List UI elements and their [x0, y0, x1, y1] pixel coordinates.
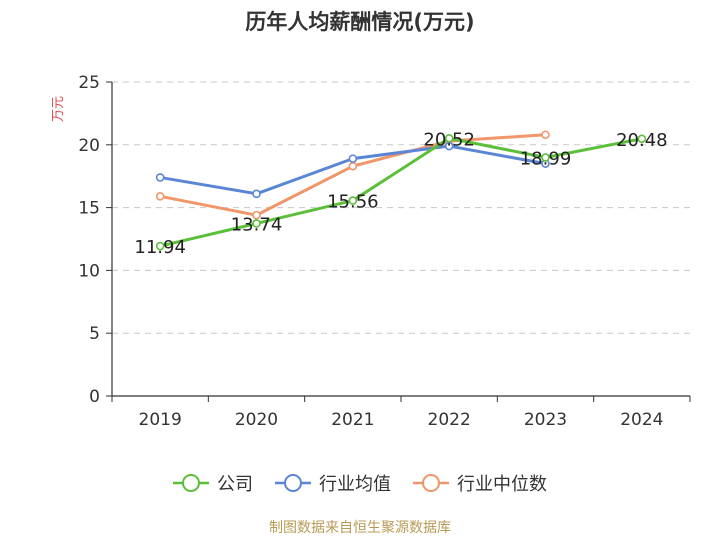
legend[interactable]: 公司 行业均值 行业中位数: [173, 474, 547, 495]
y-tick-label-5: 5: [89, 324, 100, 344]
legend-item-2[interactable]: 行业中位数: [413, 474, 547, 495]
point-0-2022[interactable]: [444, 133, 454, 143]
x-tick-label-2020: 2020: [235, 410, 278, 430]
y-tick-label-10: 10: [78, 261, 100, 281]
data-label-0-2023: 18.99: [520, 148, 572, 169]
point-0-2019[interactable]: [155, 241, 165, 251]
legend-label-1: 行业均值: [319, 474, 391, 495]
x-tick-label-2023: 2023: [524, 410, 567, 430]
point-0-2024[interactable]: [637, 134, 647, 144]
y-tick-label-15: 15: [78, 199, 100, 219]
y-tick-label-0: 0: [89, 387, 100, 407]
y-tick-label-25: 25: [78, 73, 100, 93]
point-0-2021[interactable]: [348, 196, 358, 205]
point-0-2020[interactable]: [252, 219, 261, 228]
y-axis-unit: 万元: [51, 96, 66, 122]
point-2-2023[interactable]: [541, 130, 550, 140]
legend-swatch-marker-2: [422, 474, 440, 492]
legend-label-0: 公司: [217, 474, 253, 495]
series-line-0: [158, 136, 644, 248]
data-label-0-2022: 20.52: [423, 129, 475, 150]
point-2-2021[interactable]: [348, 161, 358, 171]
point-1-2020[interactable]: [252, 189, 261, 199]
data-labels: 11.94 13.74 15.56 20.52 18.99 20.48: [134, 129, 667, 258]
data-source-note: 制图数据来自恒生聚源数据库: [269, 520, 451, 536]
point-1-2019[interactable]: [155, 173, 165, 182]
legend-swatch-marker-0: [182, 474, 200, 492]
point-1-2021[interactable]: [348, 154, 358, 163]
data-label-0-2021: 15.56: [327, 192, 379, 213]
x-tick-label-2021: 2021: [331, 410, 374, 430]
grid-lines: [112, 81, 690, 334]
point-0-2023[interactable]: [541, 153, 550, 162]
legend-item-1[interactable]: 行业均值: [275, 474, 391, 495]
data-label-0-2019: 11.94: [134, 237, 186, 258]
legend-item-0[interactable]: 公司: [173, 474, 253, 495]
point-2-2019[interactable]: [155, 191, 165, 201]
axes: 0 5 10 15 20 25 2019 2020 2021 2022 2023 2024: [78, 73, 691, 430]
series-layer: [155, 130, 647, 251]
data-label-0-2020: 13.74: [231, 214, 283, 235]
x-tick-label-2024: 2024: [620, 410, 663, 430]
legend-label-2: 行业中位数: [457, 474, 547, 495]
x-tick-label-2022: 2022: [428, 410, 471, 430]
x-tick-label-2019: 2019: [139, 410, 182, 430]
point-2-2020[interactable]: [252, 210, 261, 220]
y-tick-label-20: 20: [78, 136, 100, 156]
chart-title: 历年人均薪酬情况(万元): [245, 10, 474, 34]
data-label-0-2024: 20.48: [616, 130, 668, 151]
legend-swatch-marker-1: [284, 474, 302, 492]
